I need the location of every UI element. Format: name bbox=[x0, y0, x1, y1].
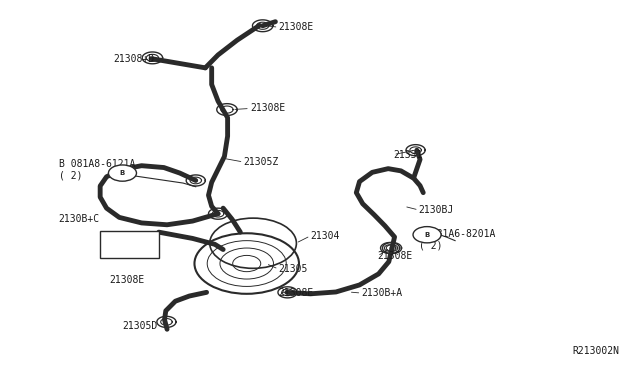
Text: R213002N: R213002N bbox=[573, 346, 620, 356]
Text: 21308+D: 21308+D bbox=[113, 54, 154, 64]
Text: 2130B+A: 2130B+A bbox=[362, 288, 403, 298]
Text: 21304: 21304 bbox=[310, 231, 340, 241]
Text: B 081A8-6121A
( 2): B 081A8-6121A ( 2) bbox=[59, 158, 135, 180]
Text: B 081A6-8201A
( 2): B 081A6-8201A ( 2) bbox=[419, 229, 495, 250]
Text: 21305D: 21305D bbox=[122, 321, 157, 331]
Circle shape bbox=[108, 165, 136, 181]
Text: B: B bbox=[424, 232, 429, 238]
Text: B: B bbox=[120, 170, 125, 176]
Circle shape bbox=[413, 227, 441, 243]
Text: 21308E: 21308E bbox=[278, 22, 314, 32]
Text: 21305Z: 21305Z bbox=[244, 157, 279, 167]
Text: 21331: 21331 bbox=[394, 150, 422, 160]
Text: 21308E: 21308E bbox=[278, 288, 314, 298]
Text: 2130BJ: 2130BJ bbox=[419, 205, 454, 215]
Text: 21308E: 21308E bbox=[250, 103, 285, 113]
Text: 21308E: 21308E bbox=[109, 275, 145, 285]
Text: 2130B+C: 2130B+C bbox=[59, 214, 100, 224]
FancyBboxPatch shape bbox=[100, 231, 159, 258]
Text: 21308E: 21308E bbox=[378, 251, 413, 261]
Text: 21305: 21305 bbox=[278, 264, 308, 274]
